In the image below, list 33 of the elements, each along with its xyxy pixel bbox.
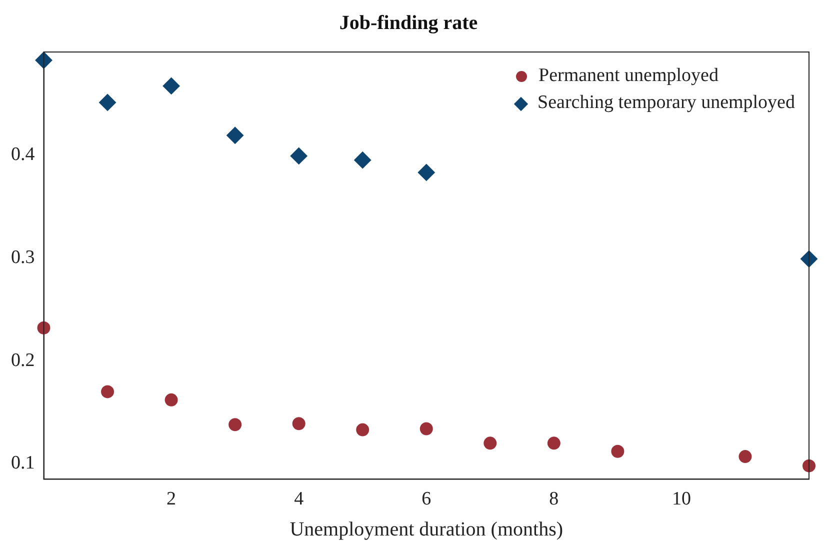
point xyxy=(802,459,816,472)
point xyxy=(99,94,116,111)
x-tick-label: 6 xyxy=(422,488,432,510)
point xyxy=(418,164,435,181)
y-tick-label: 0.3 xyxy=(11,246,35,268)
x-axis-title: Unemployment duration (months) xyxy=(290,518,564,540)
point xyxy=(356,423,370,436)
x-tick-label: 8 xyxy=(549,488,559,510)
point xyxy=(162,77,180,94)
point xyxy=(101,385,114,398)
point xyxy=(164,393,178,406)
point xyxy=(484,436,497,450)
x-tick-label: 10 xyxy=(672,488,691,510)
x-tick-label: 4 xyxy=(294,488,304,510)
legend-label: Permanent unemployed xyxy=(538,65,718,86)
y-tick-label: 0.1 xyxy=(11,452,35,474)
point xyxy=(800,250,818,268)
point xyxy=(226,126,244,144)
point xyxy=(290,147,308,164)
point xyxy=(35,52,52,69)
point xyxy=(738,450,752,464)
x-tick-label: 2 xyxy=(166,488,176,510)
chart-title: Job-finding rate xyxy=(339,12,478,34)
point xyxy=(547,436,560,450)
y-tick-label: 0.4 xyxy=(11,144,36,165)
y-tick-label: 0.2 xyxy=(11,350,35,371)
point xyxy=(420,422,433,436)
point xyxy=(37,321,50,334)
point xyxy=(292,417,306,430)
legend-label: Searching temporary unemployed xyxy=(538,92,795,113)
point xyxy=(354,152,372,169)
point xyxy=(228,418,242,432)
point xyxy=(611,444,624,458)
